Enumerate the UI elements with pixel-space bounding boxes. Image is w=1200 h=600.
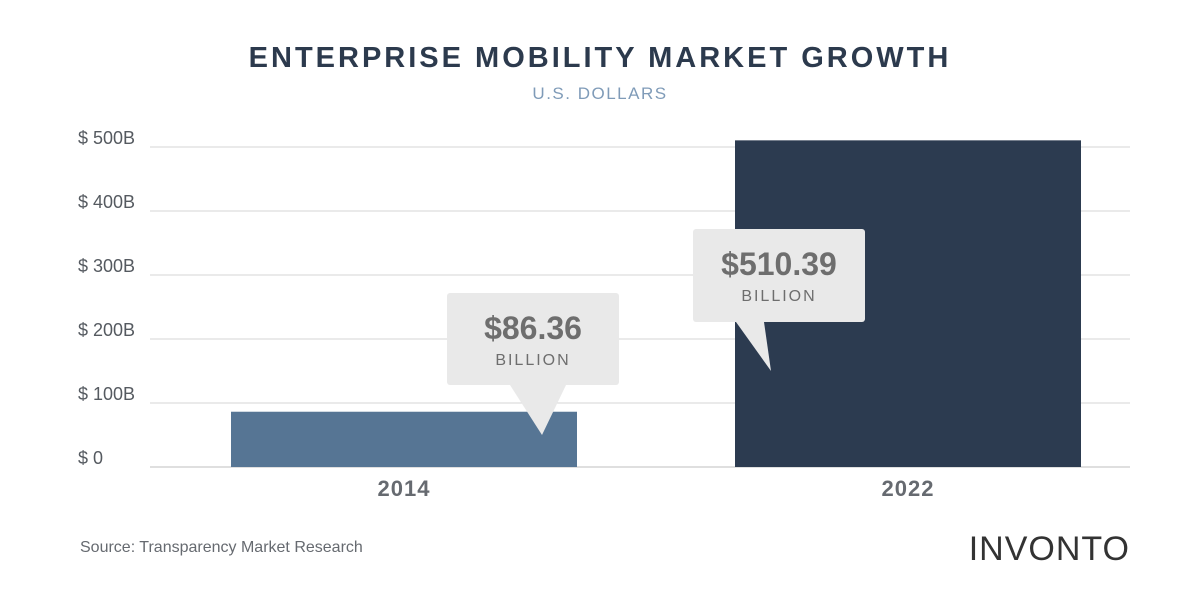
y-tick-label-500: $ 500B <box>78 128 135 148</box>
y-tick-label-100: $ 100B <box>78 384 135 404</box>
bar-2014 <box>231 411 577 467</box>
y-tick-label-300: $ 300B <box>78 256 135 276</box>
callout-pointer-2022 <box>736 322 771 371</box>
data-label-value-2022: $510.39 <box>721 246 837 282</box>
y-tick-label-0: $ 0 <box>78 448 103 468</box>
data-label-value-2014: $86.36 <box>484 310 582 346</box>
callout-box-2022 <box>693 229 865 322</box>
y-tick-label-400: $ 400B <box>78 192 135 212</box>
x-tick-label-2022: 2022 <box>882 476 935 501</box>
x-tick-label-2014: 2014 <box>378 476 431 501</box>
chart-subtitle: U.S. DOLLARS <box>532 84 668 103</box>
callout-pointer-2014 <box>510 385 566 435</box>
invonto-logo: INVONTO <box>968 530 1130 568</box>
data-label-unit-2014: BILLION <box>495 352 570 369</box>
callout-box-2014 <box>447 293 619 385</box>
source-note: Source: Transparency Market Research <box>80 539 363 556</box>
chart-title: ENTERPRISE MOBILITY MARKET GROWTH <box>248 42 952 74</box>
data-label-unit-2022: BILLION <box>741 288 816 305</box>
y-tick-label-200: $ 200B <box>78 320 135 340</box>
